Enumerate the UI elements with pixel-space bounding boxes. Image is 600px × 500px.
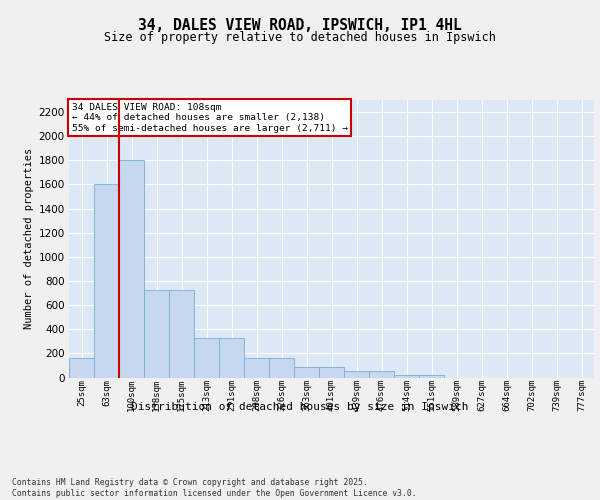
Text: Distribution of detached houses by size in Ipswich: Distribution of detached houses by size … bbox=[131, 402, 469, 412]
Bar bbox=[394, 375, 419, 378]
Bar bbox=[319, 367, 344, 378]
Bar bbox=[219, 338, 244, 378]
Text: 34 DALES VIEW ROAD: 108sqm
← 44% of detached houses are smaller (2,138)
55% of s: 34 DALES VIEW ROAD: 108sqm ← 44% of deta… bbox=[71, 103, 347, 132]
Bar bbox=[269, 358, 294, 378]
Bar bbox=[369, 372, 394, 378]
Bar bbox=[169, 290, 194, 378]
Text: 34, DALES VIEW ROAD, IPSWICH, IP1 4HL: 34, DALES VIEW ROAD, IPSWICH, IP1 4HL bbox=[138, 18, 462, 32]
Bar bbox=[94, 184, 119, 378]
Bar bbox=[69, 358, 94, 378]
Text: Size of property relative to detached houses in Ipswich: Size of property relative to detached ho… bbox=[104, 31, 496, 44]
Bar bbox=[144, 290, 169, 378]
Bar bbox=[419, 375, 444, 378]
Bar bbox=[194, 338, 219, 378]
Bar bbox=[344, 372, 369, 378]
Y-axis label: Number of detached properties: Number of detached properties bbox=[25, 148, 34, 330]
Bar bbox=[244, 358, 269, 378]
Text: Contains HM Land Registry data © Crown copyright and database right 2025.
Contai: Contains HM Land Registry data © Crown c… bbox=[12, 478, 416, 498]
Bar bbox=[119, 160, 144, 378]
Bar bbox=[294, 367, 319, 378]
